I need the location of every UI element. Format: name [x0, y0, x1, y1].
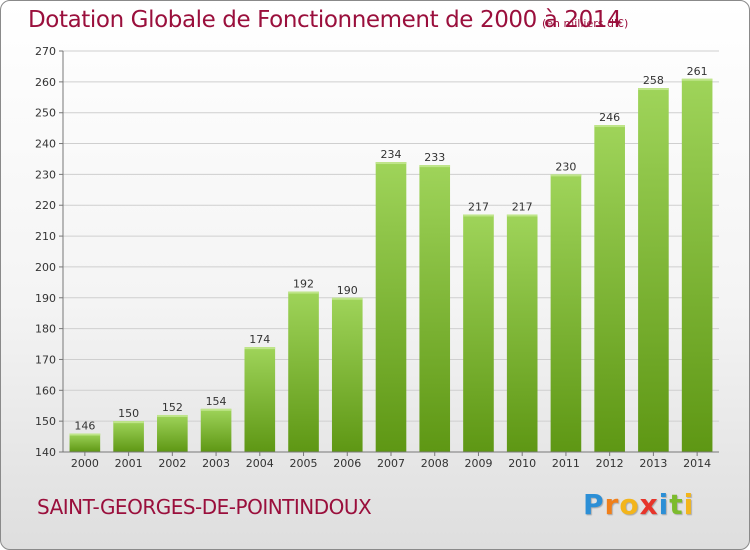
- bar-highlight: [288, 291, 319, 294]
- bar: [157, 414, 188, 452]
- x-tick-label: 2011: [552, 457, 580, 470]
- bar-highlight: [550, 174, 582, 177]
- bar-value-label: 234: [381, 148, 402, 161]
- x-tick-label: 2003: [202, 457, 230, 470]
- x-tick-label: 2013: [639, 457, 667, 470]
- bar-value-label: 154: [206, 395, 227, 408]
- y-tick-label: 220: [35, 199, 56, 212]
- x-tick-label: 2005: [290, 457, 318, 470]
- y-tick-label: 140: [35, 446, 56, 459]
- bar-highlight: [113, 421, 144, 424]
- bar-value-label: 150: [118, 407, 139, 420]
- bar-value-label: 233: [424, 151, 445, 164]
- logo-letter: o: [619, 488, 640, 521]
- bar-highlight: [463, 214, 494, 217]
- bar-highlight: [375, 162, 407, 165]
- x-tick-label: 2009: [464, 457, 492, 470]
- bar: [419, 165, 451, 452]
- x-tick-label: 2006: [333, 457, 361, 470]
- bar-highlight: [594, 125, 625, 128]
- bar: [463, 214, 494, 452]
- y-tick-label: 200: [35, 261, 56, 274]
- y-tick-label: 250: [35, 107, 56, 120]
- bar: [288, 291, 319, 452]
- y-tick-label: 170: [35, 353, 56, 366]
- bar: [594, 125, 625, 453]
- bar: [375, 162, 407, 453]
- axes: 140 150 160 170 180 190 200 210 220 230 240 250 260 2…: [35, 45, 719, 470]
- bar: [638, 88, 669, 452]
- x-tick-label: 2002: [158, 457, 186, 470]
- bar: [200, 408, 232, 452]
- bar-value-label: 258: [643, 74, 664, 87]
- bar-highlight: [331, 297, 363, 300]
- bar-value-label: 190: [337, 284, 358, 297]
- x-tick-label: 2014: [683, 457, 711, 470]
- y-tick-label: 150: [35, 415, 56, 428]
- commune-name: SAINT-GEORGES-DE-POINTINDOUX: [37, 495, 372, 519]
- y-tick-label: 230: [35, 168, 56, 181]
- y-tick-label: 160: [35, 384, 56, 397]
- logo-letter: i: [683, 488, 695, 521]
- bar-value-label: 261: [687, 65, 708, 78]
- bar-highlight: [681, 78, 713, 81]
- bar-highlight: [200, 408, 232, 411]
- bars: 146 150 152 154 174 192 190 234 233 217 217 230 246 2…: [69, 65, 713, 453]
- bar-value-label: 246: [599, 111, 620, 124]
- bar-highlight: [157, 414, 188, 417]
- y-tick-label: 210: [35, 230, 56, 243]
- logo-letter: r: [604, 488, 620, 521]
- y-tick-label: 190: [35, 292, 56, 305]
- x-tick-label: 2008: [421, 457, 449, 470]
- x-tick-label: 2010: [508, 457, 536, 470]
- chart-title: Dotation Globale de Fonctionnement de 20…: [28, 7, 622, 33]
- bar: [244, 347, 276, 452]
- bar-value-label: 230: [555, 160, 576, 173]
- x-tick-label: 2001: [115, 457, 143, 470]
- logo-letter: x: [639, 488, 659, 521]
- bar-value-label: 174: [249, 333, 270, 346]
- x-tick-label: 2004: [246, 457, 274, 470]
- bar-highlight: [638, 88, 669, 91]
- y-tick-label: 270: [35, 45, 56, 58]
- proxiti-logo: Proxiti: [583, 488, 694, 521]
- bar-highlight: [419, 165, 451, 168]
- bar-value-label: 217: [468, 200, 489, 213]
- bar-highlight: [69, 433, 101, 436]
- bar: [113, 421, 144, 452]
- bar: [506, 214, 538, 452]
- x-tick-label: 2012: [596, 457, 624, 470]
- bar-highlight: [244, 347, 276, 350]
- bar: [69, 433, 101, 452]
- y-tick-label: 240: [35, 138, 56, 151]
- x-tick-label: 2007: [377, 457, 405, 470]
- bar-highlight: [506, 214, 538, 217]
- bar-value-label: 217: [512, 200, 533, 213]
- x-tick-label: 2000: [71, 457, 99, 470]
- logo-letter: i: [658, 488, 670, 521]
- bar: [550, 174, 582, 452]
- bar-value-label: 152: [162, 401, 183, 414]
- bar: [681, 78, 713, 452]
- bar-value-label: 192: [293, 278, 314, 291]
- y-tick-label: 260: [35, 76, 56, 89]
- y-tick-label: 180: [35, 323, 56, 336]
- bar: [331, 297, 363, 452]
- chart-unit-label: (en milliers d'€): [542, 17, 629, 30]
- logo-letter: t: [669, 488, 684, 521]
- logo-letter: P: [583, 488, 605, 521]
- bar-value-label: 146: [74, 419, 95, 432]
